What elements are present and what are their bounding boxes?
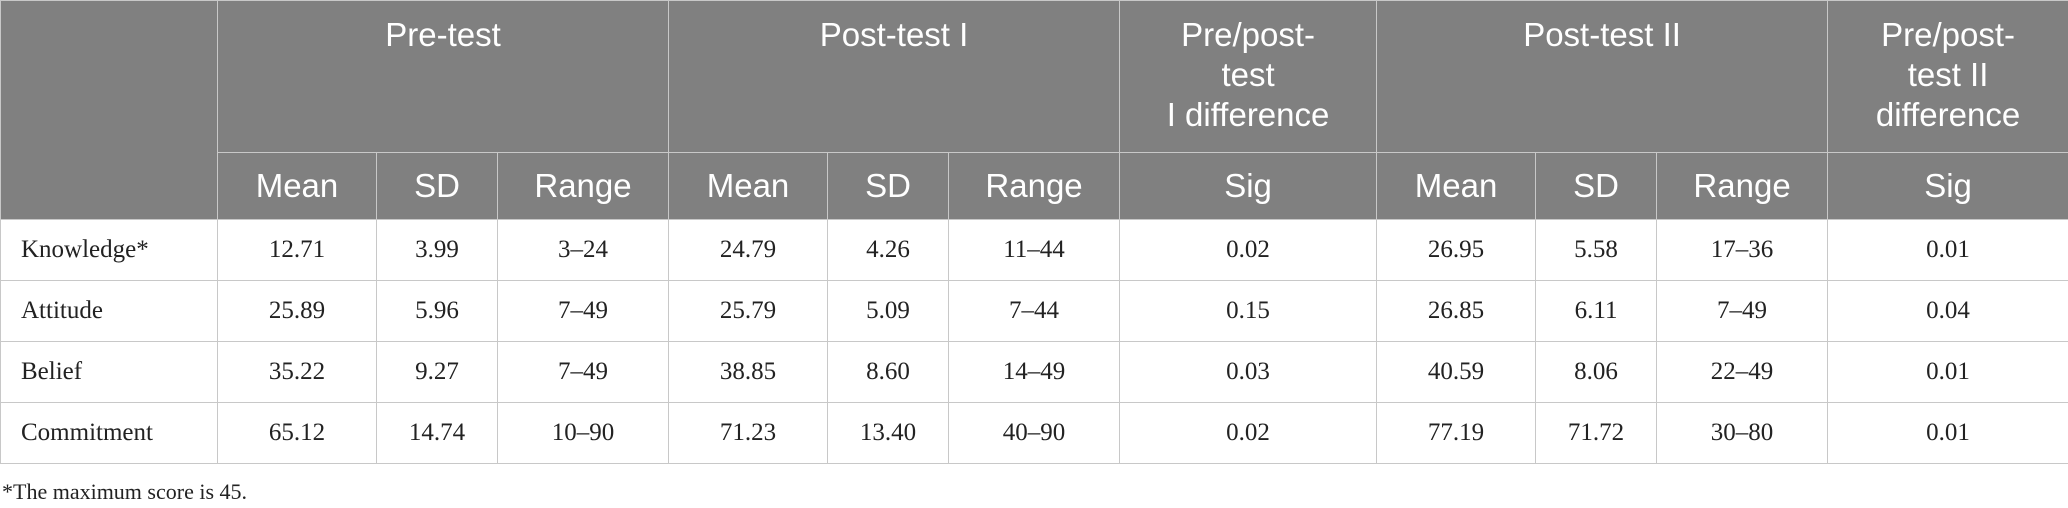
table-cell: 0.01 <box>1827 341 2068 403</box>
table-cell: 71.23 <box>668 402 829 464</box>
table-cell: 35.22 <box>217 341 377 403</box>
table-cell: 24.79 <box>668 219 829 281</box>
table-cell: 38.85 <box>668 341 829 403</box>
table-cell: 14–49 <box>948 341 1121 403</box>
table-cell: 5.96 <box>376 280 498 342</box>
header-pre-test: Pre-test <box>216 0 670 153</box>
table-cell: 40.59 <box>1376 341 1537 403</box>
header-pre-post-2-difference-line-2: test II <box>1907 56 1989 93</box>
header-pre-post-1-difference: Pre/post-test I difference <box>1119 0 1378 153</box>
row-label: Attitude <box>0 280 218 342</box>
table-cell: 6.11 <box>1535 280 1658 342</box>
table-cell: 0.01 <box>1827 219 2068 281</box>
header-sub-cell: Mean <box>1376 152 1537 220</box>
table-cell: 7–49 <box>1656 280 1829 342</box>
table-cell: 9.27 <box>376 341 498 403</box>
header-pre-post-2-difference: Pre/post-test II difference <box>1827 0 2068 153</box>
table-header: Pre-test Post-test I Pre/post-test I diff… <box>0 0 2068 220</box>
header-sub-cell: Sig <box>1827 152 2068 220</box>
header-pre-post-1-difference-line-2: test <box>1221 56 1275 93</box>
header-post-test-1: Post-test I <box>668 0 1121 153</box>
header-pre-post-2-difference-line-1: Pre/post- <box>1881 16 2015 53</box>
header-pre-post-1-difference-line-1: Pre/post- <box>1181 16 1315 53</box>
header-pre-post-2-difference-label: Pre/post-test II difference <box>1834 1 2062 135</box>
row-label: Commitment <box>0 402 218 464</box>
table-cell: 17–36 <box>1656 219 1829 281</box>
table-cell: 25.79 <box>668 280 829 342</box>
header-pre-post-1-difference-label: Pre/post-test I difference <box>1126 1 1370 135</box>
header-corner-cell <box>0 0 218 220</box>
table-cell: 0.01 <box>1827 402 2068 464</box>
table-cell: 7–44 <box>948 280 1121 342</box>
table-row: Commitment 65.12 14.74 10–90 71.23 13.40… <box>0 402 2068 464</box>
table-cell: 71.72 <box>1535 402 1658 464</box>
header-sub-row: Mean SD Range Mean SD Range Sig Mean SD … <box>1 152 2068 220</box>
table-cell: 26.95 <box>1376 219 1537 281</box>
table-row: Attitude 25.89 5.96 7–49 25.79 5.09 7–44… <box>0 280 2068 342</box>
header-sub-cell: SD <box>827 152 950 220</box>
row-label: Belief <box>0 341 218 403</box>
header-sub-cell: Sig <box>1119 152 1378 220</box>
table-cell: 8.60 <box>827 341 950 403</box>
header-post-test-2-label: Post-test II <box>1523 16 1681 53</box>
header-sub-cell: SD <box>1535 152 1658 220</box>
table-cell: 25.89 <box>217 280 377 342</box>
table-cell: 13.40 <box>827 402 950 464</box>
table-cell: 3–24 <box>496 219 670 281</box>
table-cell: 10–90 <box>496 402 670 464</box>
table-cell: 0.15 <box>1119 280 1378 342</box>
table-cell: 22–49 <box>1656 341 1829 403</box>
table-cell: 12.71 <box>217 219 377 281</box>
table-cell: 30–80 <box>1656 402 1829 464</box>
table-cell: 14.74 <box>376 402 498 464</box>
table-cell: 5.58 <box>1535 219 1658 281</box>
table-cell: 0.02 <box>1119 219 1378 281</box>
results-table: Pre-test Post-test I Pre/post-test I diff… <box>0 0 2068 464</box>
header-post-test-2: Post-test II <box>1376 0 1829 153</box>
header-sub-cell: SD <box>376 152 498 220</box>
table-cell: 4.26 <box>827 219 950 281</box>
table-cell: 0.03 <box>1119 341 1378 403</box>
table-cell: 26.85 <box>1376 280 1537 342</box>
table-cell: 5.09 <box>827 280 950 342</box>
header-pre-test-label: Pre-test <box>385 16 501 53</box>
header-post-test-1-label: Post-test I <box>819 16 969 53</box>
header-group-row: Pre-test Post-test I Pre/post-test I diff… <box>0 0 2068 220</box>
header-pre-post-2-difference-line-3: difference <box>1875 96 2021 133</box>
table-cell: 40–90 <box>948 402 1121 464</box>
table-cell: 65.12 <box>217 402 377 464</box>
header-sub-cell: Range <box>948 152 1121 220</box>
header-sub-cell: Mean <box>668 152 829 220</box>
table-cell: 3.99 <box>376 219 498 281</box>
table-cell: 0.04 <box>1827 280 2068 342</box>
table-body: Knowledge* 12.71 3.99 3–24 24.79 4.26 11… <box>0 219 2068 464</box>
table-cell: 8.06 <box>1535 341 1658 403</box>
table-row: Belief 35.22 9.27 7–49 38.85 8.60 14–49 … <box>0 341 2068 403</box>
header-pre-post-1-difference-line-3: I difference <box>1166 96 1330 133</box>
row-label: Knowledge* <box>0 219 218 281</box>
table-cell: 77.19 <box>1376 402 1537 464</box>
header-sub-cell: Range <box>496 152 670 220</box>
table-footnote: *The maximum score is 45. <box>2 479 248 504</box>
table-cell: 7–49 <box>496 280 670 342</box>
table-row: Knowledge* 12.71 3.99 3–24 24.79 4.26 11… <box>0 219 2068 281</box>
header-sub-cell: Range <box>1656 152 1829 220</box>
table-cell: 7–49 <box>496 341 670 403</box>
table-cell: 11–44 <box>948 219 1121 281</box>
header-sub-cell: Mean <box>217 152 377 220</box>
table-cell: 0.02 <box>1119 402 1378 464</box>
